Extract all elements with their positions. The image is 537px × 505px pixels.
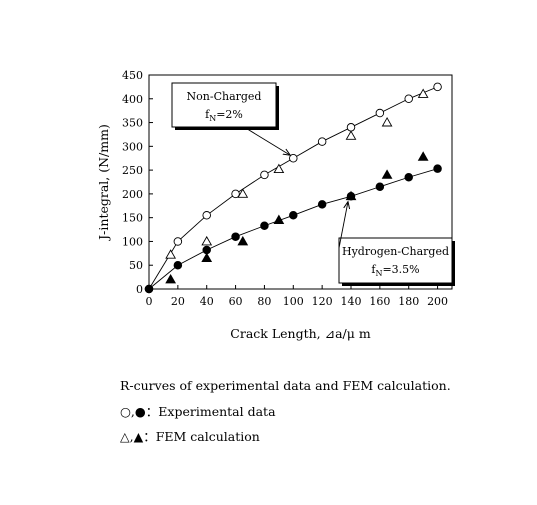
- annotation-param-symbol: f: [205, 108, 210, 121]
- annotation-non-charged: Non-Charged fN=2%: [171, 82, 290, 155]
- filled-circle-point: [173, 260, 183, 270]
- experimental-symbols: ○,●: [120, 404, 146, 419]
- x-tick-label: 60: [229, 295, 243, 308]
- filled-triangle-point: [165, 273, 177, 284]
- y-tick-label: 0: [136, 283, 143, 296]
- x-tick-label: 80: [257, 295, 271, 308]
- x-tick-label: 140: [341, 295, 362, 308]
- x-tick-label: 0: [146, 295, 153, 308]
- series-filled-circle: [144, 164, 442, 294]
- y-tick-label: 250: [122, 164, 143, 177]
- plot-frame: [148, 74, 453, 290]
- filled-circle-point: [260, 221, 269, 231]
- open-circle-point: [433, 82, 442, 92]
- filled-triangle-point: [201, 252, 213, 262]
- open-circle-point: [289, 153, 298, 163]
- open-triangle-point: [237, 188, 249, 198]
- annotation-param-symbol: f: [371, 263, 376, 276]
- open-circle-point: [260, 170, 269, 180]
- filled-triangle-point: [273, 214, 285, 224]
- open-triangle-point: [201, 235, 213, 246]
- open-triangle-point: [381, 117, 393, 127]
- open-circle-point: [346, 123, 356, 132]
- fem-symbols: △,▲: [120, 429, 144, 444]
- open-circle-point: [375, 108, 385, 118]
- y-tick-label: 350: [122, 117, 143, 130]
- annotation-param: fN=2%: [205, 108, 243, 123]
- x-tick-label: 160: [369, 295, 390, 308]
- filled-circle-point: [289, 211, 298, 220]
- series-layer: [144, 82, 442, 294]
- r-curve-chart: 0 20 40 60 80 100 120 140 160 180 200 0 50 100 150 200 2…: [96, 69, 455, 341]
- open-circle-point: [173, 237, 183, 246]
- x-axis-label: Crack Length, ⊿a/μ m: [230, 326, 371, 341]
- annotation-title: Non-Charged: [187, 90, 262, 103]
- filled-circle-point: [375, 182, 385, 192]
- y-tick-label: 450: [122, 69, 143, 82]
- annotation-param-value: =3.5%: [382, 263, 419, 276]
- y-tick-label: 200: [122, 188, 143, 201]
- filled-triangle-point: [237, 235, 249, 246]
- open-circle-point: [231, 189, 240, 199]
- x-tick-label: 120: [312, 295, 333, 308]
- x-tick-label: 180: [398, 295, 419, 308]
- open-circle-point: [202, 211, 211, 220]
- caption-experimental: ○,●：Experimental data: [120, 401, 276, 420]
- experimental-label: ：Experimental data: [145, 404, 276, 419]
- y-tick-label: 400: [122, 93, 143, 106]
- caption-title: R-curves of experimental data and FEM ca…: [120, 378, 451, 393]
- filled-circle-point: [231, 232, 240, 241]
- annotation-arrow: [243, 126, 290, 155]
- y-tick-label: 150: [122, 212, 143, 225]
- annotation-title: Hydrogen-Charged: [342, 245, 449, 258]
- open-triangle-point: [273, 163, 285, 174]
- filled-circle-point: [404, 172, 413, 182]
- open-circle-point: [404, 94, 413, 104]
- y-tick-label: 300: [122, 140, 143, 153]
- annotation-param-subscript: N: [375, 269, 382, 278]
- annotation-arrow: [338, 202, 348, 249]
- annotation-box: [338, 237, 453, 284]
- y-axis-label: J-integral, (N/mm): [96, 124, 111, 242]
- open-triangle-point: [345, 130, 357, 140]
- filled-triangle-point: [345, 190, 357, 201]
- filled-circle-point: [144, 284, 154, 294]
- x-tick-label: 20: [171, 295, 185, 308]
- annotation-param: fN=3.5%: [371, 263, 419, 278]
- annotation-param-value: =2%: [216, 108, 243, 121]
- y-tick-label: 50: [129, 259, 143, 272]
- annotation-box: [171, 82, 277, 128]
- open-circle-point: [317, 137, 327, 146]
- open-triangle-point: [417, 88, 429, 98]
- filled-circle-point: [433, 164, 442, 173]
- series-open-triangle: [165, 88, 429, 259]
- x-tick-label: 100: [283, 295, 304, 308]
- ticks: 0 20 40 60 80 100 120 140 160 180 200 0 50 100 150 200 2…: [122, 69, 448, 308]
- caption-fem: △,▲：FEM calculation: [120, 426, 260, 445]
- open-triangle-point: [165, 249, 177, 259]
- series-filled-triangle: [165, 151, 429, 284]
- filled-triangle-point: [417, 151, 429, 161]
- fem-label: ：FEM calculation: [143, 429, 260, 444]
- y-tick-label: 100: [122, 235, 143, 248]
- annotation-param-subscript: N: [209, 114, 216, 123]
- annotation-hydrogen-charged: Hydrogen-Charged fN=3.5%: [338, 202, 455, 286]
- filled-triangle-point: [381, 169, 393, 179]
- x-tick-label: 200: [427, 295, 448, 308]
- axes: [148, 74, 453, 290]
- filled-circle-point: [317, 200, 327, 209]
- x-tick-label: 40: [200, 295, 214, 308]
